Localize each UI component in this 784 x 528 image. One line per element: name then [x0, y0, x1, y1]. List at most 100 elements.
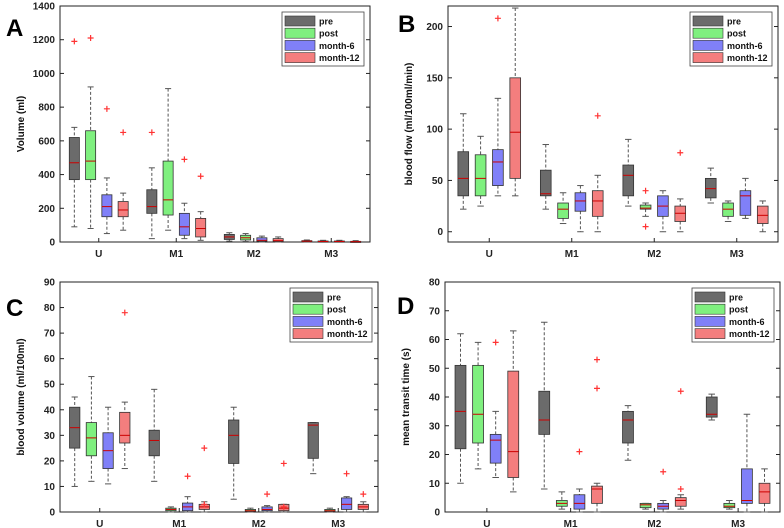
y-tick-label: 60	[429, 335, 441, 346]
outlier-marker	[264, 491, 271, 498]
box-month-12	[509, 77, 522, 179]
legend-label: month-12	[327, 329, 368, 339]
legend-label: month-12	[319, 53, 360, 63]
legend-swatch-month-12	[284, 52, 316, 63]
box-post	[639, 204, 652, 210]
legend-label: post	[327, 305, 346, 315]
outlier-marker	[197, 173, 204, 180]
y-tick-label: 150	[426, 73, 443, 84]
y-tick-label: 30	[44, 431, 56, 442]
legend-swatch-month-12	[694, 328, 726, 339]
panel-a: A 0 200 400 600 800 1000 1200 1400 Volume (ml) U M1…	[6, 2, 371, 260]
box-month-12	[674, 497, 687, 507]
outlier-marker	[576, 448, 583, 455]
box-month-6	[492, 149, 504, 186]
box-pre	[454, 364, 467, 450]
y-tick-label: 20	[429, 450, 441, 461]
legend-swatch-month-6	[292, 316, 324, 327]
panel-label: B	[398, 11, 415, 38]
outlier-marker	[148, 129, 155, 136]
legend-swatch-pre	[284, 15, 316, 27]
y-tick-label: 20	[44, 456, 56, 467]
box-pre	[704, 177, 717, 199]
box-month-12	[591, 190, 604, 217]
outlier-marker	[677, 486, 684, 492]
outlier-marker	[594, 385, 601, 392]
y-tick-label: 40	[44, 405, 56, 416]
outlier-marker	[181, 156, 188, 163]
legend-swatch-post	[694, 303, 726, 315]
outlier-marker	[103, 105, 110, 112]
x-tick-label: M3	[331, 519, 345, 528]
box-pre	[146, 189, 158, 214]
x-tick-label: M1	[172, 519, 186, 528]
y-tick-label: 80	[44, 303, 56, 314]
box-month-6	[256, 237, 268, 242]
x-tick-label: M1	[564, 519, 578, 528]
box-month-12	[756, 205, 769, 224]
box-pre	[539, 169, 552, 197]
panel-b: B 0 50 100 150 200 blood flow (ml/100ml/min) U M…	[398, 5, 779, 260]
box-month-12	[758, 482, 771, 504]
legend-label: month-12	[729, 329, 770, 339]
box-month-12	[117, 201, 129, 218]
legend-label: pre	[729, 293, 743, 303]
x-tick-label: U	[95, 249, 102, 260]
legend-label: month-6	[727, 41, 763, 51]
box-post	[85, 422, 97, 457]
box-post	[639, 502, 652, 509]
legend-label: month-6	[327, 317, 363, 327]
legend-swatch-post	[284, 27, 316, 39]
legend-label: pre	[727, 17, 741, 27]
x-tick-label: U	[483, 519, 490, 528]
y-tick-label: 70	[44, 329, 56, 340]
outlier-marker	[120, 129, 127, 136]
legend-swatch-month-6	[284, 40, 316, 51]
outlier-marker	[677, 149, 684, 156]
box-month-6	[739, 190, 752, 216]
legend-label: pre	[327, 293, 341, 303]
outlier-marker	[677, 388, 684, 395]
y-tick-label: 0	[437, 227, 443, 238]
box-post	[85, 130, 97, 181]
legend-swatch-pre	[692, 15, 724, 27]
box-post	[723, 502, 736, 509]
y-tick-label: 30	[429, 421, 441, 432]
outlier-marker	[201, 501, 208, 508]
x-tick-label: M3	[324, 249, 338, 260]
x-tick-label: M2	[647, 249, 661, 260]
y-axis-label: mean transit time (s)	[401, 348, 412, 446]
box-pre	[148, 429, 160, 457]
legend-swatch-pre	[292, 291, 324, 303]
outlier-marker	[121, 309, 128, 316]
outlier-marker	[343, 470, 350, 477]
y-tick-label: 10	[429, 479, 441, 490]
y-axis-label: blood flow (ml/100ml/min)	[404, 63, 415, 186]
outlier-marker	[280, 503, 287, 510]
outlier-marker	[642, 223, 649, 230]
box-month-12	[119, 411, 131, 444]
y-tick-label: 400	[38, 170, 55, 181]
y-tick-label: 800	[38, 103, 55, 114]
legend-label: month-12	[727, 53, 768, 63]
x-tick-label: U	[96, 519, 103, 528]
panel-label: D	[397, 293, 414, 320]
outlier-marker	[201, 445, 208, 452]
y-tick-label: 0	[434, 508, 440, 519]
box-post	[472, 364, 484, 444]
y-tick-label: 200	[38, 204, 55, 215]
box-month-6	[261, 506, 273, 512]
outlier-marker	[71, 38, 78, 45]
x-tick-label: M3	[730, 249, 744, 260]
box-pre	[622, 164, 635, 197]
box-post	[474, 154, 487, 197]
box-pre	[538, 390, 551, 435]
y-tick-label: 90	[44, 278, 56, 289]
y-tick-label: 50	[44, 380, 56, 391]
legend-swatch-month-6	[694, 316, 726, 327]
outlier-marker	[642, 187, 649, 194]
y-tick-label: 1200	[33, 35, 56, 46]
box-month-6	[341, 497, 353, 510]
legend-label: pre	[319, 17, 333, 27]
